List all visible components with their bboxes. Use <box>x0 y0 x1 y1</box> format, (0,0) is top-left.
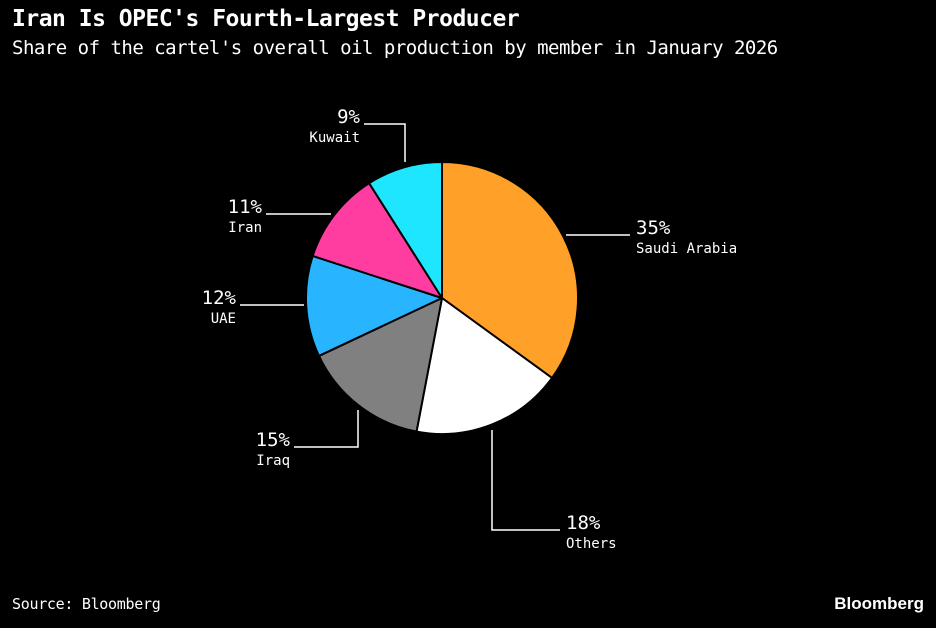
category-label-kuwait: Kuwait <box>309 130 360 146</box>
pct-label-others: 18% <box>566 512 601 534</box>
leader-line-iraq <box>294 410 359 448</box>
category-label-iraq: Iraq <box>256 453 290 469</box>
pct-label-iraq: 15% <box>256 429 291 451</box>
pie-slice-kuwait <box>368 161 443 299</box>
leader-line-others <box>491 430 560 531</box>
pie-slice-uae <box>305 254 443 357</box>
pct-label-uae: 12% <box>202 287 237 309</box>
pct-label-saudi-arabia: 35% <box>636 217 671 239</box>
pie-slices <box>305 161 579 435</box>
pie-slice-iraq <box>317 297 443 433</box>
pie-slice-iran <box>311 182 443 299</box>
chart-subtitle: Share of the cartel's overall oil produc… <box>12 37 778 59</box>
category-label-iran: Iran <box>228 220 262 236</box>
source-note: Source: Bloomberg <box>12 595 161 613</box>
pie-slice-saudi-arabia <box>441 161 579 379</box>
slice-labels: 35% Saudi Arabia 18% Others 15% Iraq 12% UAE 11%… <box>202 106 737 552</box>
chart-title: Iran Is OPEC's Fourth-Largest Producer <box>12 6 520 32</box>
leader-line-kuwait <box>364 123 406 162</box>
leader-lines <box>240 123 630 531</box>
bloomberg-logo: Bloomberg <box>834 594 924 613</box>
pct-label-iran: 11% <box>228 196 263 218</box>
pct-label-kuwait: 9% <box>337 106 360 128</box>
category-label-uae: UAE <box>211 311 236 327</box>
pie-slice-others <box>415 297 554 435</box>
category-label-saudi-arabia: Saudi Arabia <box>636 241 737 257</box>
category-label-others: Others <box>566 536 617 552</box>
